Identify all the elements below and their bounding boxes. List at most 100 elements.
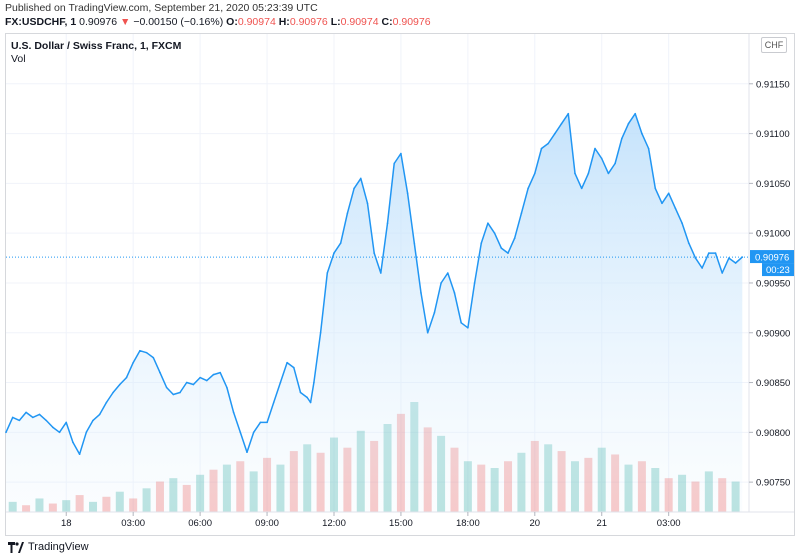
price-point xyxy=(52,426,54,429)
price-point xyxy=(674,207,677,210)
price-point xyxy=(85,431,88,434)
price-point xyxy=(547,142,549,145)
price-point xyxy=(426,331,429,334)
price-point xyxy=(152,356,155,359)
chart-title: U.S. Dollar / Swiss Franc, 1, FXCM xyxy=(11,40,182,52)
price-point xyxy=(45,419,47,422)
price-point xyxy=(580,187,583,190)
countdown-tag-label: 00:23 xyxy=(766,265,790,276)
y-tick-label: 0.91150 xyxy=(756,79,790,90)
price-point xyxy=(309,401,312,404)
price-point xyxy=(165,386,168,389)
x-tick-label: 06:00 xyxy=(188,518,212,529)
change-value: −0.00150 (−0.16%) xyxy=(133,16,224,28)
currency-button[interactable]: CHF xyxy=(761,37,787,53)
open-value: 0.90974 xyxy=(237,16,276,28)
low-value: 0.90974 xyxy=(340,16,379,28)
price-point xyxy=(98,413,101,416)
symbol-label[interactable]: FX:USDCHF, 1 xyxy=(5,16,77,28)
price-point xyxy=(446,272,449,274)
price-point xyxy=(232,411,235,414)
countdown-tag xyxy=(762,263,794,277)
price-point xyxy=(78,453,81,456)
last-price-tag-label: 0.90976 xyxy=(755,253,789,264)
y-tick-label: 0.90950 xyxy=(756,278,790,289)
price-point xyxy=(734,262,737,264)
price-point xyxy=(420,292,422,294)
price-point xyxy=(299,391,302,394)
price-point xyxy=(252,431,255,434)
price-point xyxy=(179,391,181,394)
x-tick-label: 12:00 xyxy=(322,518,346,529)
price-point xyxy=(567,112,570,115)
price-point xyxy=(293,366,295,369)
footer-branding[interactable]: TradingView xyxy=(8,539,89,555)
x-tick-label: 09:00 xyxy=(255,518,279,529)
y-tick-label: 0.90850 xyxy=(756,378,790,389)
price-point xyxy=(534,172,536,175)
price-point xyxy=(326,272,329,274)
y-tick-label: 0.90800 xyxy=(756,428,790,439)
price-point xyxy=(694,257,697,259)
x-tick-label: 03:00 xyxy=(121,518,145,529)
price-point xyxy=(31,416,34,419)
price-point xyxy=(473,282,476,284)
price-point xyxy=(199,376,201,379)
close-value: 0.90976 xyxy=(392,16,431,28)
price-point xyxy=(319,331,322,334)
price-point xyxy=(560,122,563,125)
price-point xyxy=(313,381,315,384)
price-point xyxy=(667,192,670,195)
price-point xyxy=(540,147,543,150)
y-tick-label: 0.91100 xyxy=(756,129,790,140)
price-point xyxy=(206,379,208,382)
price-line xyxy=(5,112,743,455)
price-point xyxy=(373,252,375,254)
price-point xyxy=(520,212,523,215)
open-label: O: xyxy=(226,16,238,28)
price-point xyxy=(681,222,683,225)
price-point xyxy=(453,292,456,294)
price-point xyxy=(5,431,7,434)
price-point xyxy=(393,162,396,165)
price-point xyxy=(714,252,717,254)
price-point xyxy=(118,383,121,386)
x-tick-label: 03:00 xyxy=(657,518,681,529)
price-point xyxy=(661,202,663,205)
price-point xyxy=(185,381,188,384)
x-tick-label: 20 xyxy=(530,518,541,529)
price-point xyxy=(527,187,529,190)
high-label: H: xyxy=(278,16,290,28)
published-info: Published on TradingView.com, September … xyxy=(5,2,318,14)
x-tick-label: 18 xyxy=(61,518,72,529)
price-point xyxy=(647,147,650,150)
price-point xyxy=(627,122,630,125)
price-point xyxy=(701,267,703,269)
ohlc-header: FX:USDCHF, 1 0.90976 ▼ −0.00150 (−0.16%)… xyxy=(5,16,431,28)
price-point xyxy=(58,431,61,434)
price-point xyxy=(607,172,610,175)
price-point xyxy=(259,421,262,424)
y-tick-label: 0.91050 xyxy=(756,179,790,190)
price-point xyxy=(386,222,389,225)
close-label: C: xyxy=(381,16,393,28)
price-point xyxy=(92,419,94,422)
price-point xyxy=(226,386,228,389)
price-point xyxy=(306,396,309,399)
volume-label: Vol xyxy=(11,53,26,65)
price-point xyxy=(554,132,556,135)
last-price: 0.90976 xyxy=(79,16,118,28)
price-point xyxy=(159,371,161,374)
price-point xyxy=(413,242,416,244)
price-point xyxy=(500,247,503,249)
price-point xyxy=(38,413,41,416)
price-point xyxy=(614,162,616,165)
price-point xyxy=(366,202,369,205)
y-tick-label: 0.90750 xyxy=(756,478,790,489)
price-point xyxy=(72,441,74,444)
price-point xyxy=(513,237,516,239)
high-value: 0.90976 xyxy=(289,16,328,28)
price-point xyxy=(621,137,623,140)
price-point xyxy=(433,312,436,314)
